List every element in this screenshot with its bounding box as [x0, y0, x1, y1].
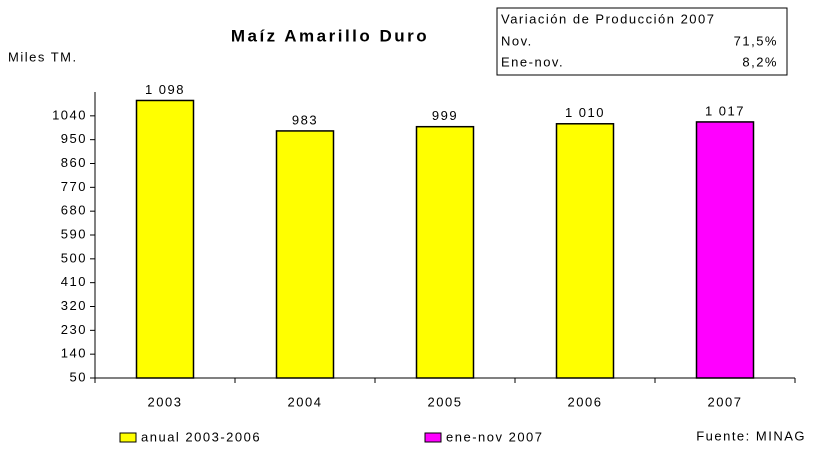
annotation-title: Variación de Producción 2007 [501, 11, 716, 26]
data-label: 1 098 [145, 82, 185, 97]
y-tick-label: 1040 [52, 107, 87, 122]
data-label: 999 [432, 108, 458, 123]
y-tick-label: 500 [61, 250, 87, 265]
chart-title: Maíz Amarillo Duro [231, 26, 429, 45]
bar [135, 99, 195, 379]
data-label: 1 010 [565, 105, 605, 120]
x-tick-label: 2007 [708, 394, 743, 409]
legend-swatch [119, 432, 137, 443]
legend-swatch [424, 432, 442, 443]
y-tick-label: 860 [61, 155, 87, 170]
data-label: 1 017 [705, 103, 745, 118]
y-tick-label: 950 [61, 131, 87, 146]
y-tick-label: 410 [61, 274, 87, 289]
y-axis-label: Miles TM. [8, 49, 78, 64]
bar [415, 125, 475, 379]
annotation-value: 71,5% [734, 33, 778, 48]
bar [555, 123, 615, 379]
y-tick-label: 770 [61, 179, 87, 194]
x-tick-label: 2006 [568, 394, 603, 409]
x-tick-label: 2003 [148, 394, 183, 409]
annotation-box [496, 7, 788, 76]
y-tick-label: 140 [61, 346, 87, 361]
source: Fuente: MINAG [696, 428, 806, 443]
legend-label: anual 2003-2006 [141, 429, 261, 444]
legend-label: ene-nov 2007 [446, 429, 544, 444]
data-label: 983 [292, 112, 318, 127]
y-tick-label: 680 [61, 203, 87, 218]
x-tick-label: 2005 [428, 394, 463, 409]
y-tick-label: 320 [61, 298, 87, 313]
bar [695, 121, 755, 379]
y-tick-label: 50 [70, 369, 87, 384]
x-tick-label: 2004 [288, 394, 323, 409]
bar [275, 130, 335, 379]
annotation-value: 8,2% [742, 54, 778, 69]
annotation-label: Nov. [501, 33, 533, 48]
y-tick-label: 230 [61, 322, 87, 337]
annotation-label: Ene-nov. [501, 54, 564, 69]
y-tick-label: 590 [61, 226, 87, 241]
